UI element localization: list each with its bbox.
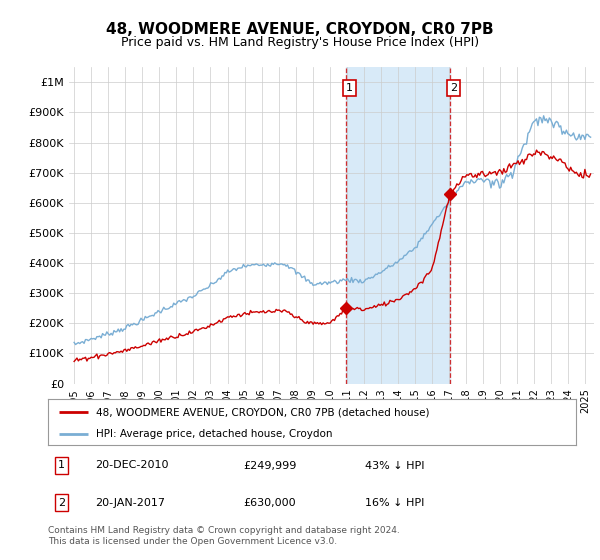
Text: 1: 1 <box>58 460 65 470</box>
Text: 48, WOODMERE AVENUE, CROYDON, CR0 7PB (detached house): 48, WOODMERE AVENUE, CROYDON, CR0 7PB (d… <box>95 407 429 417</box>
Text: 2: 2 <box>58 498 65 507</box>
Text: 20-JAN-2017: 20-JAN-2017 <box>95 498 166 507</box>
Text: HPI: Average price, detached house, Croydon: HPI: Average price, detached house, Croy… <box>95 429 332 438</box>
Text: Price paid vs. HM Land Registry's House Price Index (HPI): Price paid vs. HM Land Registry's House … <box>121 36 479 49</box>
Text: 16% ↓ HPI: 16% ↓ HPI <box>365 498 424 507</box>
Text: £630,000: £630,000 <box>244 498 296 507</box>
Text: 43% ↓ HPI: 43% ↓ HPI <box>365 460 424 470</box>
Text: £249,999: £249,999 <box>244 460 297 470</box>
Text: 20-DEC-2010: 20-DEC-2010 <box>95 460 169 470</box>
Bar <box>346 67 450 384</box>
Text: This data is licensed under the Open Government Licence v3.0.: This data is licensed under the Open Gov… <box>48 538 337 547</box>
Text: 48, WOODMERE AVENUE, CROYDON, CR0 7PB: 48, WOODMERE AVENUE, CROYDON, CR0 7PB <box>106 22 494 38</box>
Text: Contains HM Land Registry data © Crown copyright and database right 2024.: Contains HM Land Registry data © Crown c… <box>48 526 400 535</box>
Text: 2: 2 <box>450 83 457 93</box>
Text: 1: 1 <box>346 83 353 93</box>
